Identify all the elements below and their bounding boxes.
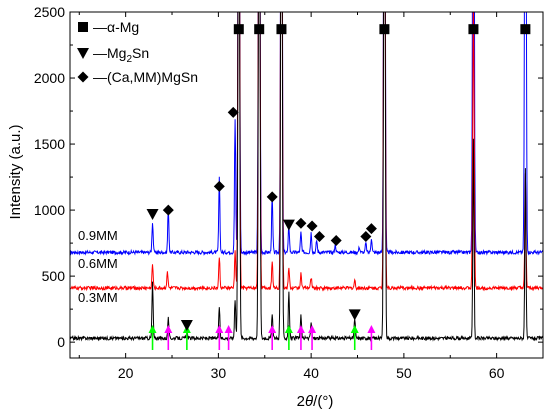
- peak-arrow: [296, 325, 305, 350]
- mg2sn-marker: [77, 48, 89, 59]
- camm-mgsn-marker: [162, 204, 174, 216]
- axes-layer: 20 30 40 50 60 0 500 1000 1500 2000 2500: [34, 4, 544, 381]
- x-axis-title: 2θ/(°): [297, 393, 334, 410]
- x-tick-label: 50: [396, 365, 412, 381]
- alpha-mg-marker: [254, 24, 265, 35]
- peak-arrow: [284, 325, 293, 350]
- camm-mgsn-marker: [360, 231, 372, 243]
- peak-arrow: [308, 325, 317, 350]
- series-layer: [70, 12, 543, 342]
- x-tick-label: 20: [118, 365, 134, 381]
- alpha-mg-marker: [520, 24, 531, 35]
- series-line: [70, 12, 543, 256]
- alpha-mg-marker: [233, 24, 244, 35]
- alpha-mg-marker: [276, 24, 287, 35]
- peak-arrow: [268, 325, 277, 350]
- alpha-mg-marker: [379, 24, 390, 35]
- y-tick-label: 1500: [34, 136, 65, 152]
- alpha-mg-marker: [468, 24, 479, 35]
- camm-mgsn-marker: [77, 71, 89, 83]
- x-tick-label: 60: [489, 365, 505, 381]
- mg2sn-marker: [180, 319, 193, 331]
- plot-frame: [69, 11, 544, 359]
- camm-mgsn-marker: [213, 180, 225, 192]
- peak-arrow: [164, 325, 173, 350]
- legend-entry: —(Ca,MM)MgSn: [93, 69, 198, 85]
- camm-mgsn-marker: [266, 191, 278, 203]
- series-line: [70, 12, 543, 342]
- y-tick-label: 0: [57, 334, 65, 350]
- series-line: [70, 12, 543, 292]
- x-tick-label: 40: [303, 365, 319, 381]
- peak-arrow: [224, 325, 233, 350]
- alpha-mg-marker: [78, 22, 88, 32]
- camm-mgsn-marker: [306, 220, 318, 232]
- series-label: 0.6MM: [78, 256, 118, 271]
- y-tick-label: 2500: [34, 4, 65, 20]
- peak-arrow: [148, 325, 157, 350]
- series-label: 0.3MM: [78, 290, 118, 305]
- camm-mgsn-marker: [295, 217, 307, 229]
- camm-mgsn-marker: [330, 234, 342, 246]
- peak-arrow: [215, 325, 224, 350]
- peak-arrow: [350, 325, 359, 350]
- legend: —α-Mg —Mg2Sn —(Ca,MM)MgSn: [77, 19, 198, 85]
- legend-entry: —α-Mg: [93, 19, 139, 35]
- x-tick-label: 30: [211, 365, 227, 381]
- peak-arrow: [367, 325, 376, 350]
- y-tick-label: 2000: [34, 70, 65, 86]
- camm-mgsn-marker: [365, 223, 377, 235]
- y-tick-label: 500: [42, 268, 66, 284]
- mg2sn-marker: [282, 219, 295, 231]
- y-axis-title: Intensity (a.u.): [7, 124, 24, 219]
- mg2sn-marker: [146, 209, 159, 221]
- arrow-layer: [148, 325, 376, 350]
- camm-mgsn-marker: [313, 231, 325, 243]
- legend-entry: —Mg2Sn: [93, 45, 149, 65]
- marker-layer: [146, 24, 531, 331]
- mg2sn-marker: [348, 309, 361, 321]
- series-label: 0.9MM: [78, 228, 118, 243]
- camm-mgsn-marker: [227, 106, 239, 118]
- y-tick-label: 1000: [34, 202, 65, 218]
